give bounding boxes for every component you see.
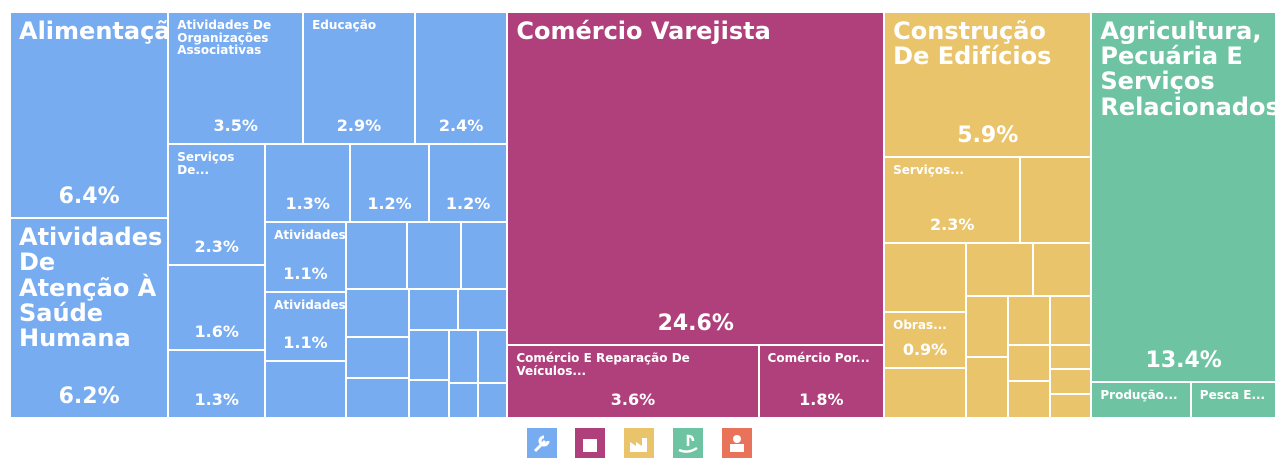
treemap-cell <box>1007 381 1050 418</box>
cell-value: 13.4% <box>1145 348 1222 374</box>
treemap-cell <box>1049 344 1092 370</box>
treemap-cell <box>265 361 346 418</box>
icon-wrench <box>533 435 550 453</box>
treemap-cell: 1.3% <box>168 349 266 418</box>
cell-value: 1.3% <box>285 194 330 214</box>
treemap-cell <box>461 222 508 289</box>
treemap-cell <box>1033 243 1092 297</box>
treemap-cell <box>965 296 1008 358</box>
cell-value: 1.1% <box>283 333 328 353</box>
cell-value: 1.8% <box>799 389 844 409</box>
cell-value: 2.9% <box>336 116 382 136</box>
treemap-cell: Pesca E... <box>1190 382 1276 418</box>
treemap-cell: Alimentação 6.4% <box>10 12 169 219</box>
treemap-cell: Serviços... 2.3% <box>884 157 1021 244</box>
treemap-cell: Produção... <box>1091 382 1191 418</box>
treemap-cell <box>1049 369 1092 394</box>
treemap-cell <box>478 329 508 383</box>
treemap-cell <box>449 329 479 383</box>
treemap-cell: 1.3% <box>265 144 351 223</box>
treemap-cell <box>1049 296 1092 345</box>
cell-label: Pesca E... <box>1199 388 1266 403</box>
treemap-cell: Agricultura, Pecuária E Serviços Relacio… <box>1091 12 1276 383</box>
cell-label: Agricultura, Pecuária E Serviços Relacio… <box>1100 17 1276 121</box>
treemap-cell: Comércio E Reparação De Veículos... 3.6% <box>507 344 759 418</box>
treemap-cell: Construção De Edifícios 5.9% <box>884 12 1092 158</box>
cell-value: 6.4% <box>58 184 120 210</box>
treemap-cell: Comércio Por... 1.8% <box>758 344 885 418</box>
treemap-cell: Atividades... 1.1% <box>265 222 346 292</box>
treemap-cell: Serviços De... 2.3% <box>168 144 266 266</box>
cell-value: 1.2% <box>445 194 491 214</box>
treemap-cell <box>1020 157 1092 244</box>
treemap-cell: 1.6% <box>168 265 266 350</box>
treemap-cell <box>345 222 408 289</box>
icon-person-body <box>730 444 744 452</box>
treemap-cell <box>884 368 966 418</box>
treemap-cell: Atividades De Organizações Associativas 3… <box>168 12 304 145</box>
treemap-cell <box>407 222 462 289</box>
treemap-cell <box>408 380 450 418</box>
treemap-cell: Atividades... 1.1% <box>265 291 346 362</box>
cell-value: 6.2% <box>58 383 120 409</box>
treemap-cell: Educação 2.9% <box>303 12 415 145</box>
cell-value: 1.2% <box>367 194 412 214</box>
treemap-cell <box>1049 393 1092 418</box>
treemap-cell: 2.4% <box>414 12 508 145</box>
cell-label: Obras... <box>893 317 947 332</box>
treemap-cell <box>478 382 508 418</box>
cell-label: Produção... <box>1100 388 1178 403</box>
treemap-cell: 1.2% <box>428 144 508 223</box>
treemap-cell <box>884 243 966 312</box>
treemap-cell: Atividades De Atenção À Saúde Humana 6.2% <box>10 218 169 418</box>
cell-label: Serviços... <box>893 163 964 178</box>
cell-label: Atividades De Organizações Associativas <box>177 18 272 58</box>
cell-value: 1.6% <box>194 321 239 341</box>
icon-person-head <box>733 435 741 443</box>
cell-value: 24.6% <box>657 310 734 336</box>
legend-icons <box>527 428 752 458</box>
treemap-cell: Comércio Varejista 24.6% <box>507 12 885 345</box>
treemap-cell <box>408 288 459 330</box>
cell-value: 0.9% <box>902 340 948 360</box>
treemap-cell <box>965 357 1008 418</box>
treemap-cell <box>345 377 409 418</box>
cell-value: 2.3% <box>930 215 975 235</box>
treemap-cell <box>1007 296 1050 345</box>
cell-value: 1.3% <box>194 389 239 409</box>
cell-label: Atividades... <box>274 297 346 312</box>
icon-factory <box>630 438 647 452</box>
cell-label: Comércio Por... <box>767 350 870 365</box>
cell-label: Atividades De Atenção À Saúde Humana <box>19 223 163 352</box>
treemap-cell <box>458 288 508 330</box>
cell-value: 3.5% <box>213 116 258 136</box>
treemap-cell <box>345 288 409 338</box>
treemap-cell <box>408 329 450 381</box>
cell-label: Construção De Edifícios <box>893 17 1052 71</box>
icon-industry[interactable] <box>624 428 654 458</box>
cell-label: Comércio Varejista <box>516 17 771 45</box>
icon-bag <box>583 439 597 452</box>
cell-label: Comércio E Reparação De Veículos... <box>516 350 690 378</box>
treemap-cell <box>345 337 409 378</box>
treemap-cell <box>965 243 1034 297</box>
cell-value: 1.1% <box>283 263 328 283</box>
treemap: Alimentação 6.4% Atividades De Atenção À S… <box>10 12 1276 418</box>
icon-plant <box>678 434 698 453</box>
cell-value: 3.6% <box>610 389 656 409</box>
cell-label: Atividades... <box>274 228 346 243</box>
treemap-cell: Obras... 0.9% <box>884 311 966 369</box>
cell-value: 5.9% <box>957 123 1019 149</box>
cell-label: Serviços De... <box>177 150 235 177</box>
cell-label: Educação <box>312 18 377 32</box>
cell-label: Alimentação <box>19 17 167 45</box>
treemap-cell: 1.2% <box>350 144 429 223</box>
treemap-cell <box>1007 344 1050 382</box>
cell-value: 2.4% <box>438 116 484 136</box>
treemap-cell <box>449 382 479 418</box>
cell-value: 2.3% <box>194 237 239 257</box>
